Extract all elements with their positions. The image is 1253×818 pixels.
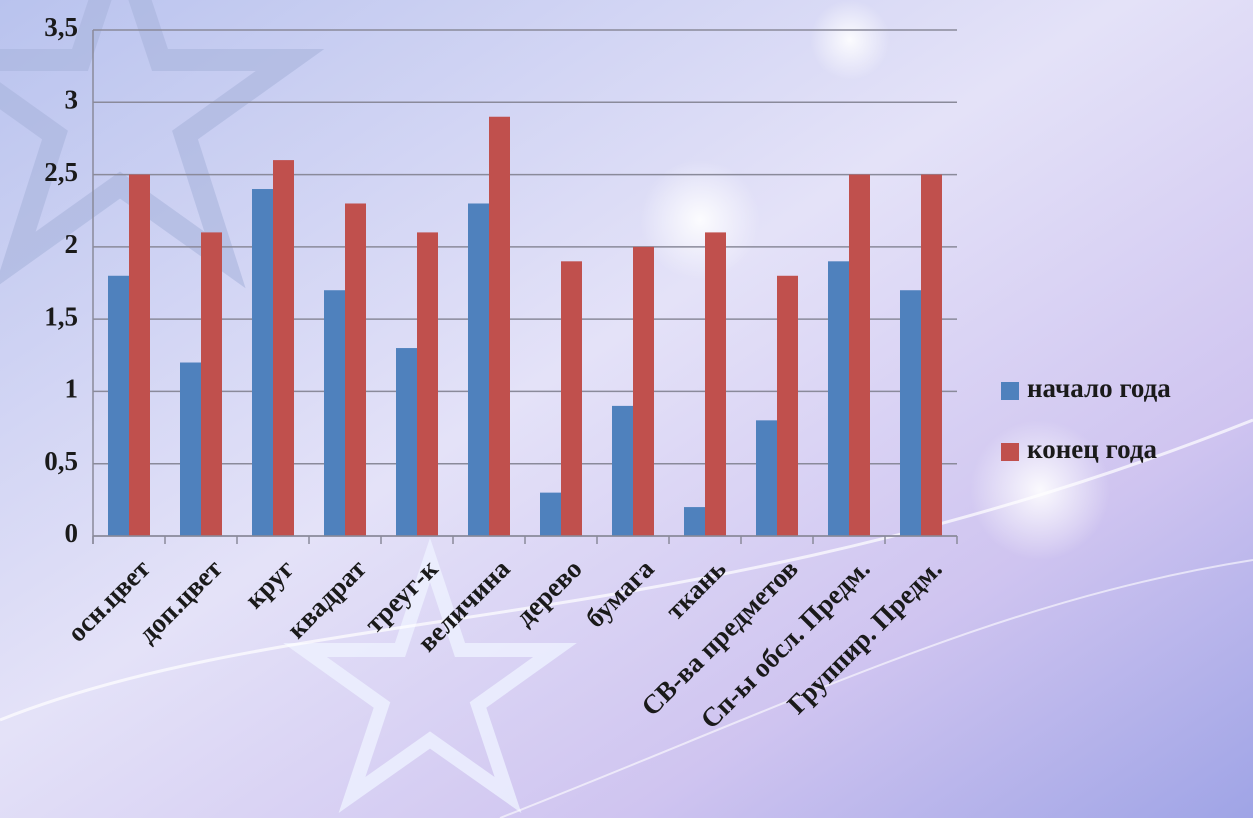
bar xyxy=(777,275,798,536)
decor-glow xyxy=(810,0,890,80)
legend-swatch xyxy=(1001,382,1019,400)
bar xyxy=(180,362,201,536)
bar xyxy=(561,261,582,536)
bar xyxy=(201,232,222,536)
y-tick-label: 0,5 xyxy=(44,446,78,476)
bar xyxy=(324,290,345,536)
bar xyxy=(705,232,726,536)
bar xyxy=(396,348,417,536)
bar xyxy=(612,405,633,536)
y-tick-label: 1,5 xyxy=(44,301,78,331)
y-tick-label: 2 xyxy=(65,229,79,259)
y-tick-label: 0 xyxy=(65,518,79,548)
bar xyxy=(129,174,150,537)
bar xyxy=(756,420,777,536)
bar xyxy=(108,275,129,536)
decor-star xyxy=(0,0,325,289)
bar xyxy=(684,507,705,536)
bar xyxy=(489,116,510,536)
bar xyxy=(828,261,849,536)
bar xyxy=(252,189,273,536)
y-tick-label: 3,5 xyxy=(44,12,78,42)
bar xyxy=(633,246,654,536)
y-tick-label: 2,5 xyxy=(44,157,78,187)
bar xyxy=(345,203,366,536)
decor-star xyxy=(283,537,577,813)
bar xyxy=(417,232,438,536)
legend-label: начало года xyxy=(1027,373,1171,403)
legend-label: конец года xyxy=(1027,434,1158,464)
bar xyxy=(468,203,489,536)
bar xyxy=(900,290,921,536)
decor-glow xyxy=(640,160,760,280)
bar xyxy=(921,174,942,537)
legend-swatch xyxy=(1001,443,1019,461)
y-tick-label: 3 xyxy=(65,84,79,114)
bar xyxy=(273,160,294,536)
decor-swoosh xyxy=(499,559,1253,818)
bar xyxy=(849,174,870,537)
y-tick-label: 1 xyxy=(65,374,79,404)
bar xyxy=(540,492,561,536)
